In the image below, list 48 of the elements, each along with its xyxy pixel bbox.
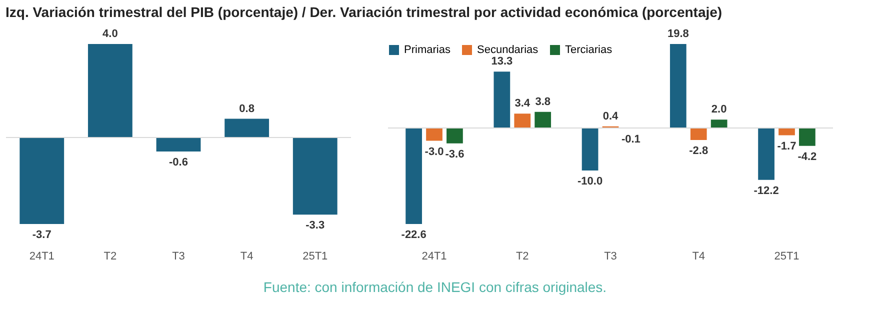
x-tick-label: T3 <box>604 250 617 262</box>
legend-label: Primarias <box>404 44 451 56</box>
bar <box>582 128 598 171</box>
x-tick-label: 24T1 <box>422 250 447 262</box>
data-label: 4.0 <box>102 28 118 40</box>
x-tick-label: 25T1 <box>774 250 800 262</box>
bar <box>406 128 422 224</box>
bar <box>494 72 510 128</box>
bar <box>514 114 531 128</box>
data-label: -4.2 <box>798 150 817 163</box>
data-label: -0.1 <box>621 133 640 146</box>
data-label: 19.8 <box>667 28 689 40</box>
data-label: -3.7 <box>32 229 52 241</box>
data-label: 2.0 <box>711 104 727 116</box>
data-label: 13.3 <box>491 56 513 68</box>
x-tick-label: T4 <box>240 250 254 262</box>
legend-label: Secundarias <box>477 44 539 56</box>
data-label: -12.2 <box>754 184 779 197</box>
data-label: -1.7 <box>777 140 796 152</box>
x-tick-label: 25T1 <box>302 250 328 262</box>
bar <box>426 128 442 141</box>
bar <box>710 120 728 128</box>
data-label: 3.8 <box>535 96 550 108</box>
data-label: -3.3 <box>306 220 325 232</box>
data-label: -0.6 <box>169 156 188 169</box>
bar <box>799 128 816 146</box>
bar <box>534 112 552 128</box>
x-tick-label: T3 <box>172 250 185 262</box>
data-label: -3.0 <box>424 146 444 158</box>
bar <box>758 128 774 180</box>
x-tick-label: T2 <box>516 250 529 262</box>
bar <box>670 44 686 128</box>
bar <box>778 128 795 136</box>
data-label: 0.8 <box>239 102 254 115</box>
data-label: -2.8 <box>689 144 708 157</box>
x-tick-label: 24T1 <box>29 250 54 262</box>
data-label: 3.4 <box>514 98 531 110</box>
data-label: -3.6 <box>445 148 464 160</box>
bar <box>690 128 707 140</box>
data-label: 0.4 <box>602 110 620 122</box>
bar <box>446 128 463 144</box>
x-tick-label: T4 <box>692 250 706 262</box>
data-label: -10.0 <box>578 176 603 188</box>
data-label: -22.6 <box>401 229 426 241</box>
chart-title: Izq. Variación trimestral del PIB (porcentaje) / Der. Variación trimestral por actividad económica (porcentaje) <box>6 4 722 20</box>
source-note: Fuente: con información de INEGI con cifras originales. <box>262 279 608 295</box>
x-tick-label: T2 <box>104 250 117 262</box>
legend-label: Terciarias <box>565 44 613 56</box>
